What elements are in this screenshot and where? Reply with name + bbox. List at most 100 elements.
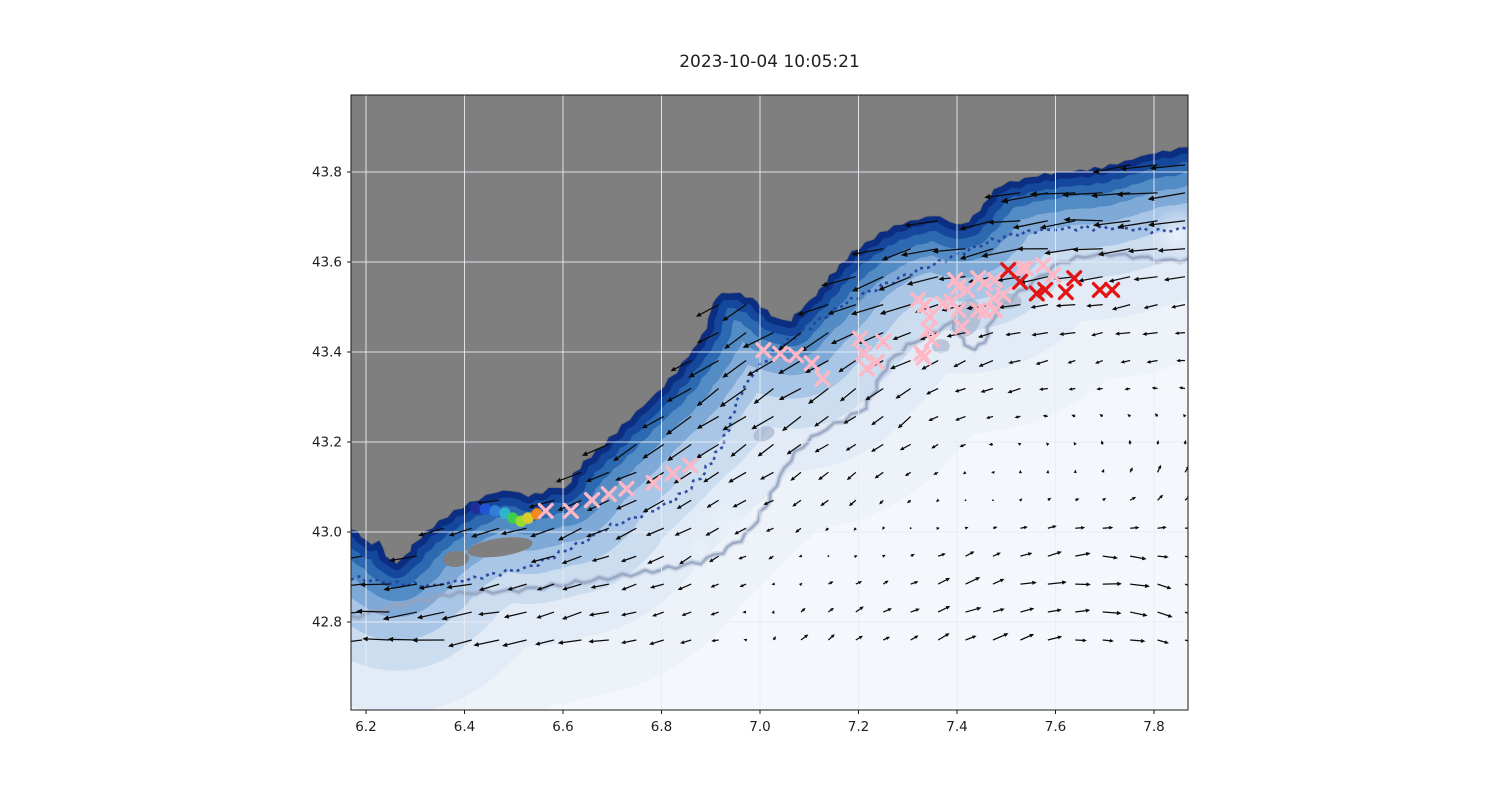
quiver-arrow (1047, 248, 1076, 254)
quiver-arrow (564, 611, 582, 619)
quiver-arrow (854, 248, 884, 255)
quiver-arrowhead (645, 479, 652, 484)
quiver-arrowhead (1029, 607, 1035, 612)
quiver-arrowhead (478, 586, 485, 592)
quiver-arrowhead (1030, 304, 1036, 309)
quiver-arrowhead (613, 456, 620, 462)
quiver-arrowhead (507, 586, 513, 591)
quiver-arrowhead (1108, 278, 1115, 283)
quiver-arrowhead (843, 419, 849, 424)
quiver-arrow (669, 443, 692, 460)
quiver-arrow (473, 527, 500, 537)
quiver-arrow (1001, 304, 1021, 308)
quiver-arrowhead (562, 586, 568, 591)
quiver-arrow (651, 639, 664, 645)
quiver-arrow (840, 360, 857, 372)
quiver-arrowhead (1067, 360, 1072, 364)
quiver-arrow (980, 331, 994, 338)
quiver-arrow (678, 499, 692, 509)
quiver-arrowhead (874, 474, 879, 479)
quiver-arrowhead (696, 338, 703, 344)
quiver-arrowhead (904, 222, 911, 228)
observations-pink-marker (868, 353, 885, 370)
quiver-arrowhead (708, 558, 714, 563)
quiver-arrowhead (1167, 613, 1173, 618)
x-tick-label: 7.8 (1143, 719, 1164, 735)
y-tick-label: 43.4 (312, 345, 342, 361)
quiver-arrow (617, 471, 637, 480)
quiver-arrowhead (1113, 555, 1119, 560)
slate-blob (753, 426, 775, 442)
quiver-arrowhead (362, 636, 368, 642)
quiver-arrowhead (945, 577, 951, 582)
quiver-arrow (644, 499, 665, 512)
quiver-arrow (1153, 164, 1186, 169)
quiver-arrow (1058, 304, 1076, 307)
quiver-arrowhead (585, 477, 592, 483)
quiver-arrowhead (914, 580, 919, 585)
observations-pink-marker (858, 360, 875, 377)
land (351, 95, 1188, 564)
bathymetry-light-patch (686, 535, 713, 562)
x-tick-label: 7.0 (749, 719, 770, 735)
quiver-arrow (753, 415, 774, 429)
quiver-arrowhead (1039, 387, 1044, 391)
quiver-arrowhead (970, 551, 975, 555)
quiver-arrowhead (586, 506, 593, 512)
quiver-arrowhead (501, 642, 508, 648)
quiver-arrowhead (557, 640, 564, 645)
quiver-arrowhead (804, 634, 809, 639)
quiver-arrowhead (892, 335, 898, 340)
quiver-arrowhead (696, 400, 703, 407)
quiver-arrowhead (1096, 387, 1101, 391)
quiver-arrowhead (953, 363, 958, 368)
quiver-arrowhead (652, 613, 657, 617)
quiver-arrowhead (1156, 439, 1160, 444)
quiver-arrowhead (1197, 587, 1202, 591)
quiver-arrow (649, 555, 665, 564)
quiver-arrowhead (821, 281, 828, 287)
quiver-arrow (1094, 192, 1131, 197)
quiver-arrow (807, 359, 829, 373)
quiver-arrowhead (981, 252, 988, 259)
quiver-arrowhead (673, 479, 679, 484)
quiver-arrow (1075, 248, 1103, 251)
quiver-arrow (841, 387, 857, 401)
quiver-arrowhead (1012, 224, 1020, 230)
quiver-arrow (558, 471, 582, 482)
quiver-arrowhead (914, 635, 919, 639)
quiver-arrowhead (706, 503, 712, 508)
quiver-arrowhead (641, 423, 648, 429)
quiver-arrow (824, 276, 856, 286)
quiver-arrowhead (1097, 251, 1104, 257)
quiver-arrow (537, 639, 555, 645)
quiver-arrow (506, 611, 527, 618)
quiver-arrowhead (946, 333, 952, 338)
quiver-arrow (504, 639, 527, 646)
quiver-arrowhead (1109, 525, 1114, 530)
quiver-arrowhead (825, 527, 829, 531)
quiver-arrowhead (1063, 216, 1070, 223)
quiver-arrow (1173, 304, 1186, 308)
quiver-arrowhead (975, 577, 981, 581)
quiver-arrowhead (1046, 469, 1050, 474)
quiver-arrow (559, 499, 582, 511)
quiver-arrowhead (1151, 386, 1156, 390)
quiver-arrowhead (1017, 442, 1022, 446)
quiver-arrowhead (1144, 583, 1150, 589)
quiver-arrow (615, 443, 637, 460)
quiver-arrowhead (1081, 525, 1086, 530)
quiver-arrowhead (591, 557, 597, 562)
quiver-arrowhead (1159, 494, 1164, 499)
quiver-arrow (992, 633, 1007, 641)
quiver-arrowhead (722, 425, 729, 431)
quiver-arrowhead (383, 586, 390, 592)
quiver-arrowhead (1190, 526, 1194, 530)
quiver-arrow (909, 276, 939, 285)
quiver-arrowhead (620, 640, 626, 645)
quiver-arrow (1157, 583, 1170, 589)
quiver-arrowhead (900, 251, 908, 257)
observations-pink-marker (645, 474, 662, 491)
quiver-arrowhead (887, 608, 892, 612)
quiver-arrowhead (329, 585, 335, 590)
